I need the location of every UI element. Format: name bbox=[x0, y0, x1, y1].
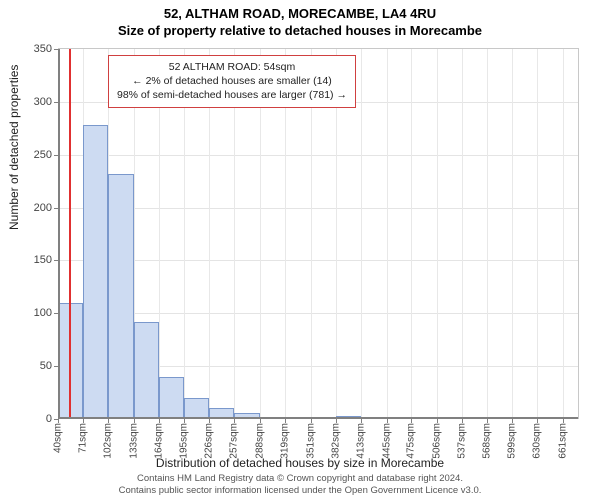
callout-line: 98% of semi-detached houses are larger (… bbox=[117, 88, 347, 102]
gridline-vertical bbox=[512, 49, 513, 419]
x-tick-label: 226sqm bbox=[204, 423, 215, 459]
x-tick-label: 164sqm bbox=[153, 423, 164, 459]
x-tick-label: 351sqm bbox=[305, 423, 316, 459]
x-tick-label: 382sqm bbox=[330, 423, 341, 459]
x-tick-label: 475sqm bbox=[406, 423, 417, 459]
callout-line: 52 ALTHAM ROAD: 54sqm bbox=[117, 60, 347, 74]
x-tick-label: 445sqm bbox=[382, 423, 393, 459]
y-tick-label: 250 bbox=[34, 149, 52, 161]
histogram-bar bbox=[108, 174, 133, 419]
gridline-horizontal bbox=[58, 260, 578, 261]
x-tick-label: 257sqm bbox=[229, 423, 240, 459]
gridline-vertical bbox=[387, 49, 388, 419]
gridline-vertical bbox=[487, 49, 488, 419]
y-tick-label: 0 bbox=[46, 413, 52, 425]
histogram-bar bbox=[134, 322, 159, 419]
x-tick-label: 413sqm bbox=[356, 423, 367, 459]
gridline-vertical bbox=[537, 49, 538, 419]
footer-line-2: Contains public sector information licen… bbox=[0, 485, 600, 497]
x-tick-label: 537sqm bbox=[456, 423, 467, 459]
callout-line: ← 2% of detached houses are smaller (14) bbox=[117, 74, 347, 88]
y-tick-label: 300 bbox=[34, 96, 52, 108]
gridline-vertical bbox=[462, 49, 463, 419]
chart-subtitle: Size of property relative to detached ho… bbox=[0, 21, 600, 42]
x-tick-label: 661sqm bbox=[557, 423, 568, 459]
x-axis bbox=[58, 417, 578, 419]
attribution-footer: Contains HM Land Registry data © Crown c… bbox=[0, 473, 600, 497]
histogram-bar bbox=[184, 398, 209, 419]
x-axis-label: Distribution of detached houses by size … bbox=[0, 456, 600, 470]
y-tick-label: 50 bbox=[40, 360, 52, 372]
histogram-bar bbox=[159, 377, 184, 419]
x-tick-label: 630sqm bbox=[532, 423, 543, 459]
y-tick-label: 100 bbox=[34, 307, 52, 319]
y-tick-label: 150 bbox=[34, 254, 52, 266]
page-title: 52, ALTHAM ROAD, MORECAMBE, LA4 4RU bbox=[0, 0, 600, 21]
y-axis-label: Number of detached properties bbox=[7, 65, 21, 230]
x-tick-label: 506sqm bbox=[431, 423, 442, 459]
y-axis bbox=[58, 49, 60, 419]
reference-line bbox=[69, 49, 71, 419]
x-tick-label: 195sqm bbox=[178, 423, 189, 459]
x-tick-label: 288sqm bbox=[254, 423, 265, 459]
histogram-chart: 05010015020025030035040sqm71sqm102sqm133… bbox=[58, 48, 579, 419]
x-tick-label: 568sqm bbox=[482, 423, 493, 459]
gridline-horizontal bbox=[58, 208, 578, 209]
gridline-vertical bbox=[361, 49, 362, 419]
gridline-vertical bbox=[437, 49, 438, 419]
gridline-vertical bbox=[563, 49, 564, 419]
gridline-vertical bbox=[411, 49, 412, 419]
gridline-horizontal bbox=[58, 313, 578, 314]
histogram-bar bbox=[83, 125, 108, 419]
x-tick-label: 133sqm bbox=[128, 423, 139, 459]
callout-box: 52 ALTHAM ROAD: 54sqm← 2% of detached ho… bbox=[108, 55, 356, 108]
y-tick-label: 200 bbox=[34, 202, 52, 214]
y-tick-label: 350 bbox=[34, 43, 52, 55]
x-tick-label: 319sqm bbox=[279, 423, 290, 459]
x-tick-label: 40sqm bbox=[53, 423, 64, 453]
x-tick-label: 71sqm bbox=[78, 423, 89, 453]
footer-line-1: Contains HM Land Registry data © Crown c… bbox=[0, 473, 600, 485]
gridline-horizontal bbox=[58, 155, 578, 156]
x-tick-label: 599sqm bbox=[507, 423, 518, 459]
x-tick-label: 102sqm bbox=[103, 423, 114, 459]
